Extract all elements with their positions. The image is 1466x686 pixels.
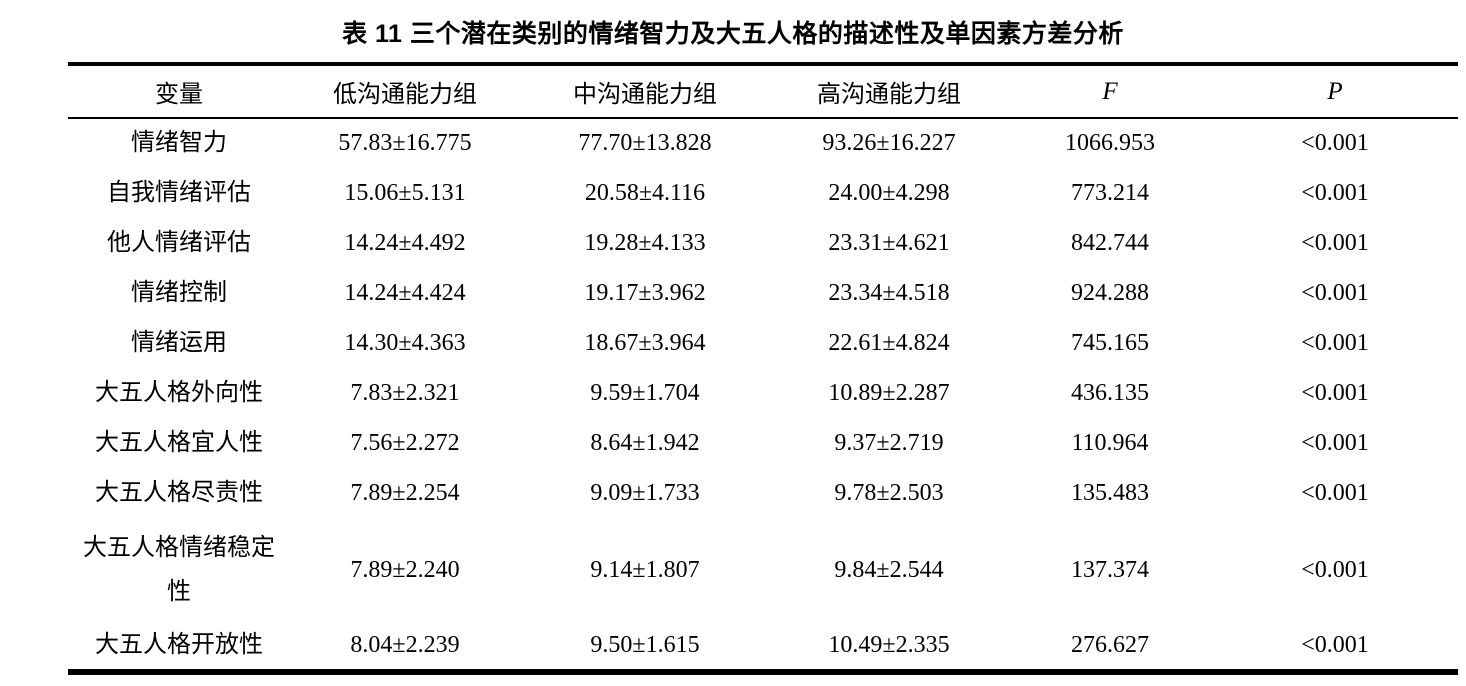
cell-high-group: 9.84±2.544 — [834, 556, 944, 583]
cell-f-value: 436.135 — [1071, 379, 1149, 406]
cell-f-value: 135.483 — [1071, 479, 1149, 506]
cell-variable: 大五人格开放性 — [68, 622, 290, 672]
variable-label: 大五人格宜人性 — [95, 429, 263, 456]
cell-mid-group: 9.50±1.615 — [590, 632, 700, 658]
cell-mid-group: 9.09±1.733 — [590, 479, 700, 506]
cell-mid-group: 77.70±13.828 — [578, 130, 712, 156]
cell-variable: 大五人格宜人性 — [68, 418, 290, 468]
variable-label: 情绪控制 — [131, 279, 227, 306]
cell-variable: 自我情绪评估 — [68, 168, 290, 218]
variable-label: 大五人格尽责性 — [95, 479, 263, 506]
cell-high-group: 23.31±4.621 — [828, 229, 950, 256]
table-row: 情绪智力 57.83±16.775 77.70±13.828 93.26±16.… — [68, 118, 1458, 168]
cell-variable: 大五人格情绪稳定性 — [68, 518, 290, 622]
cell-f-value: 773.214 — [1071, 179, 1149, 206]
cell-p-value: <0.001 — [1301, 429, 1369, 456]
cell-p-value: <0.001 — [1301, 632, 1369, 658]
cell-low-group: 7.56±2.272 — [350, 429, 460, 456]
page-title: 表 11 三个潜在类别的情绪智力及大五人格的描述性及单因素方差分析 — [342, 20, 1124, 48]
cell-low-group: 57.83±16.775 — [338, 130, 472, 156]
column-header-mid-group: 中沟通能力组 — [573, 82, 717, 108]
table-row: 他人情绪评估 14.24±4.492 19.28±4.133 23.31±4.6… — [68, 218, 1458, 268]
cell-p-value: <0.001 — [1301, 229, 1369, 256]
cell-variable: 他人情绪评估 — [68, 218, 290, 268]
cell-f-value: 276.627 — [1071, 632, 1149, 658]
cell-mid-group: 20.58±4.116 — [584, 179, 706, 206]
table-row: 大五人格宜人性 7.56±2.272 8.64±1.942 9.37±2.719… — [68, 418, 1458, 468]
cell-f-value: 1066.953 — [1065, 130, 1155, 156]
variable-label: 大五人格外向性 — [95, 379, 263, 406]
cell-high-group: 9.37±2.719 — [834, 429, 944, 456]
cell-high-group: 24.00±4.298 — [828, 179, 950, 206]
table-row: 大五人格外向性 7.83±2.321 9.59±1.704 10.89±2.28… — [68, 368, 1458, 418]
cell-p-value: <0.001 — [1301, 179, 1369, 206]
cell-p-value: <0.001 — [1301, 130, 1369, 156]
cell-high-group: 10.49±2.335 — [828, 632, 950, 658]
cell-mid-group: 8.64±1.942 — [590, 429, 700, 456]
variable-label: 大五人格开放性 — [95, 632, 263, 659]
cell-f-value: 842.744 — [1071, 229, 1149, 256]
cell-mid-group: 18.67±3.964 — [584, 329, 706, 356]
cell-mid-group: 19.17±3.962 — [584, 279, 706, 306]
cell-low-group: 8.04±2.239 — [350, 632, 460, 658]
cell-variable: 情绪智力 — [68, 118, 290, 168]
cell-variable: 情绪运用 — [68, 318, 290, 368]
anova-results-table: 变量 低沟通能力组 中沟通能力组 高沟通能力组 F P 情绪智力 57.83±1… — [68, 62, 1458, 675]
cell-low-group: 14.30±4.363 — [344, 329, 466, 356]
cell-low-group: 14.24±4.492 — [344, 229, 466, 256]
table-row: 大五人格尽责性 7.89±2.254 9.09±1.733 9.78±2.503… — [68, 468, 1458, 518]
cell-low-group: 7.89±2.240 — [350, 556, 460, 583]
column-header-f-statistic: F — [1102, 77, 1118, 105]
cell-high-group: 93.26±16.227 — [822, 130, 956, 156]
cell-high-group: 9.78±2.503 — [834, 479, 944, 506]
cell-low-group: 7.83±2.321 — [350, 379, 460, 406]
table-row: 情绪运用 14.30±4.363 18.67±3.964 22.61±4.824… — [68, 318, 1458, 368]
column-header-low-group: 低沟通能力组 — [333, 82, 477, 108]
cell-f-value: 137.374 — [1071, 556, 1149, 583]
cell-high-group: 10.89±2.287 — [828, 379, 950, 406]
cell-low-group: 7.89±2.254 — [350, 479, 460, 506]
table-row: 大五人格开放性 8.04±2.239 9.50±1.615 10.49±2.33… — [68, 622, 1458, 672]
cell-p-value: <0.001 — [1301, 556, 1369, 583]
cell-p-value: <0.001 — [1301, 279, 1369, 306]
variable-label: 他人情绪评估 — [107, 229, 251, 256]
cell-p-value: <0.001 — [1301, 479, 1369, 506]
cell-low-group: 15.06±5.131 — [344, 179, 466, 206]
cell-mid-group: 9.14±1.807 — [590, 556, 700, 583]
variable-label: 自我情绪评估 — [107, 179, 251, 206]
cell-low-group: 14.24±4.424 — [344, 279, 466, 306]
cell-f-value: 110.964 — [1071, 429, 1149, 456]
cell-variable: 大五人格外向性 — [68, 368, 290, 418]
variable-label: 情绪智力 — [131, 130, 227, 157]
cell-p-value: <0.001 — [1301, 329, 1369, 356]
column-header-variable: 变量 — [155, 82, 203, 108]
cell-f-value: 924.288 — [1071, 279, 1149, 306]
column-header-p-value: P — [1327, 77, 1343, 105]
cell-p-value: <0.001 — [1301, 379, 1369, 406]
cell-high-group: 23.34±4.518 — [828, 279, 950, 306]
table-header-row: 变量 低沟通能力组 中沟通能力组 高沟通能力组 F P — [68, 64, 1458, 118]
cell-high-group: 22.61±4.824 — [828, 329, 950, 356]
cell-mid-group: 19.28±4.133 — [584, 229, 706, 256]
cell-variable: 大五人格尽责性 — [68, 468, 290, 518]
variable-label: 情绪运用 — [131, 329, 227, 356]
table-row: 情绪控制 14.24±4.424 19.17±3.962 23.34±4.518… — [68, 268, 1458, 318]
cell-mid-group: 9.59±1.704 — [590, 379, 700, 406]
column-header-high-group: 高沟通能力组 — [817, 82, 961, 108]
table-row: 大五人格情绪稳定性 7.89±2.240 9.14±1.807 9.84±2.5… — [68, 518, 1458, 622]
table-row: 自我情绪评估 15.06±5.131 20.58±4.116 24.00±4.2… — [68, 168, 1458, 218]
cell-f-value: 745.165 — [1071, 329, 1149, 356]
variable-label: 大五人格情绪稳定性 — [83, 534, 275, 605]
cell-variable: 情绪控制 — [68, 268, 290, 318]
